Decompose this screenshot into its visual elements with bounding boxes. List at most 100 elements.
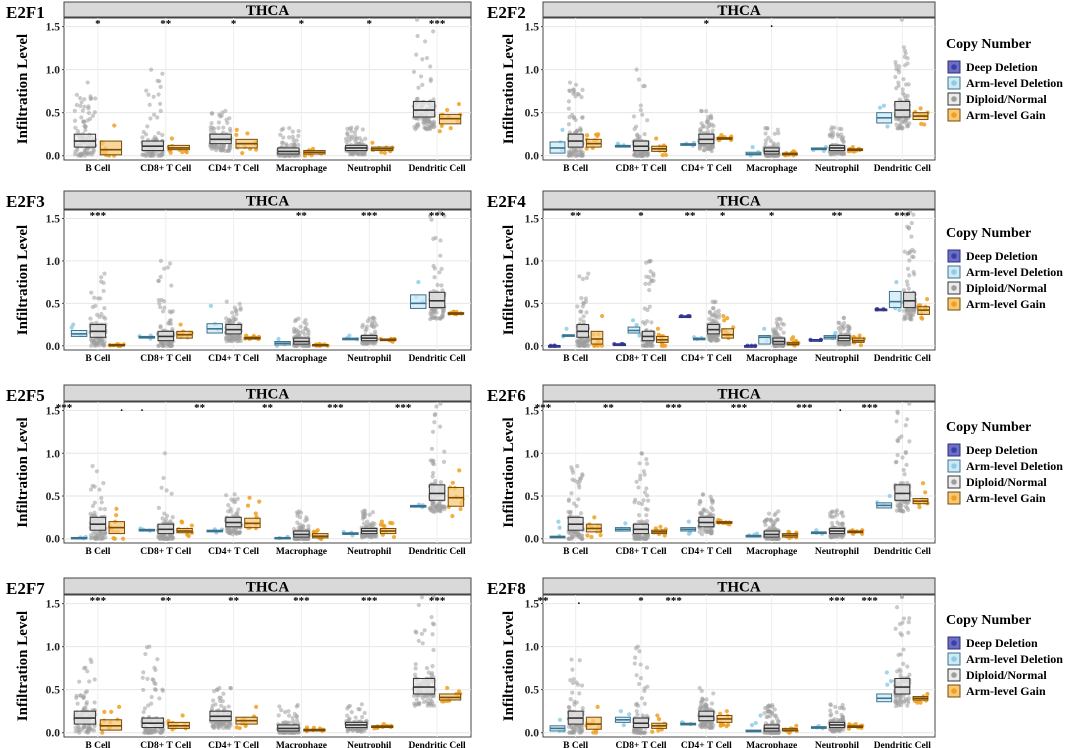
data-point bbox=[713, 337, 719, 342]
data-point bbox=[706, 146, 711, 151]
data-point bbox=[97, 487, 102, 492]
data-point bbox=[79, 100, 84, 105]
data-point bbox=[89, 343, 94, 348]
x-tick-label: Dendritic Cell bbox=[408, 164, 466, 174]
data-point bbox=[766, 135, 771, 140]
data-point bbox=[220, 144, 225, 150]
data-point bbox=[120, 536, 126, 541]
data-point bbox=[163, 517, 169, 522]
y-tick-label: 1.0 bbox=[46, 448, 61, 460]
data-point bbox=[655, 326, 661, 331]
data-point bbox=[438, 253, 443, 258]
data-point bbox=[224, 493, 229, 498]
data-point bbox=[287, 126, 292, 131]
data-point bbox=[442, 449, 447, 454]
significance-mark: * bbox=[638, 210, 644, 222]
data-point bbox=[643, 281, 648, 286]
data-point bbox=[101, 480, 106, 486]
significance-mark: . bbox=[770, 18, 773, 30]
box-cd4-t-cell-arm-level-gain bbox=[242, 333, 262, 342]
box-iqr bbox=[428, 484, 446, 501]
plot-area bbox=[63, 209, 472, 351]
y-axis-label: Infiltration Level bbox=[15, 417, 31, 527]
x-tick-label: Dendritic Cell bbox=[874, 164, 932, 174]
legend-label: Arm-level Gain bbox=[966, 108, 1046, 122]
data-point bbox=[697, 498, 703, 504]
data-point bbox=[896, 80, 901, 85]
y-tick-label: 1.5 bbox=[525, 22, 540, 34]
panel-gene-label: E2F6 bbox=[487, 386, 526, 405]
significance-mark: ** bbox=[296, 210, 308, 222]
data-point bbox=[102, 507, 107, 512]
data-point bbox=[584, 146, 589, 151]
data-point bbox=[725, 316, 730, 321]
significance-mark: . bbox=[120, 402, 123, 414]
data-point bbox=[208, 303, 214, 308]
data-point bbox=[101, 342, 106, 347]
data-point bbox=[143, 151, 148, 156]
box-macrophage-arm-level-gain bbox=[312, 341, 330, 348]
data-point bbox=[232, 492, 237, 497]
significance-mark: ** bbox=[262, 402, 274, 414]
data-point bbox=[170, 515, 175, 520]
data-point bbox=[294, 138, 299, 143]
data-point bbox=[578, 127, 583, 133]
data-point bbox=[905, 61, 910, 66]
data-point bbox=[162, 305, 167, 310]
x-tick-label: CD4+ T Cell bbox=[208, 547, 259, 557]
data-point bbox=[903, 82, 909, 87]
data-point bbox=[369, 322, 375, 327]
data-point bbox=[700, 492, 706, 497]
data-point bbox=[710, 143, 715, 148]
data-point bbox=[649, 278, 654, 283]
data-point bbox=[146, 92, 151, 97]
data-point bbox=[360, 322, 365, 327]
data-point bbox=[909, 312, 914, 317]
data-point bbox=[640, 534, 645, 539]
y-axis-label: Infiltration Level bbox=[15, 34, 31, 144]
data-point bbox=[74, 92, 79, 97]
y-tick-label: 0.0 bbox=[525, 341, 540, 353]
data-point bbox=[225, 120, 230, 125]
data-point bbox=[360, 509, 365, 514]
data-point bbox=[99, 531, 104, 536]
data-point bbox=[841, 342, 846, 347]
data-point bbox=[290, 129, 295, 134]
data-point bbox=[566, 99, 572, 104]
data-point bbox=[893, 63, 899, 68]
data-point bbox=[650, 343, 655, 348]
box-b-cell-diploid-normal bbox=[88, 271, 108, 348]
data-point bbox=[254, 147, 259, 152]
data-point bbox=[781, 322, 787, 327]
data-point bbox=[708, 115, 713, 120]
data-point bbox=[439, 266, 444, 272]
data-point bbox=[439, 283, 444, 288]
data-point bbox=[286, 135, 292, 140]
strip-header bbox=[63, 190, 472, 210]
data-point bbox=[209, 121, 214, 126]
data-point bbox=[102, 271, 107, 276]
panel-gene-label: E2F4 bbox=[487, 192, 526, 211]
significance-mark: ** bbox=[570, 210, 582, 222]
data-point bbox=[699, 108, 704, 114]
data-point bbox=[456, 101, 462, 107]
box-dendritic-cell-arm-level-deletion bbox=[876, 103, 893, 129]
data-point bbox=[209, 111, 214, 116]
data-point bbox=[586, 343, 591, 348]
box-b-cell-diploid-normal bbox=[72, 80, 98, 158]
data-point bbox=[575, 304, 580, 309]
data-point bbox=[85, 80, 90, 85]
data-point bbox=[151, 153, 156, 158]
x-tick-label: Macrophage bbox=[746, 547, 797, 557]
data-point bbox=[707, 123, 712, 128]
data-point bbox=[366, 341, 371, 346]
data-point bbox=[702, 144, 707, 149]
data-point bbox=[566, 153, 571, 158]
data-point bbox=[296, 329, 301, 334]
data-point bbox=[292, 142, 297, 147]
data-point bbox=[290, 134, 295, 139]
data-point bbox=[577, 343, 582, 348]
data-point bbox=[360, 127, 365, 132]
data-point bbox=[114, 513, 119, 518]
data-point bbox=[155, 78, 160, 83]
